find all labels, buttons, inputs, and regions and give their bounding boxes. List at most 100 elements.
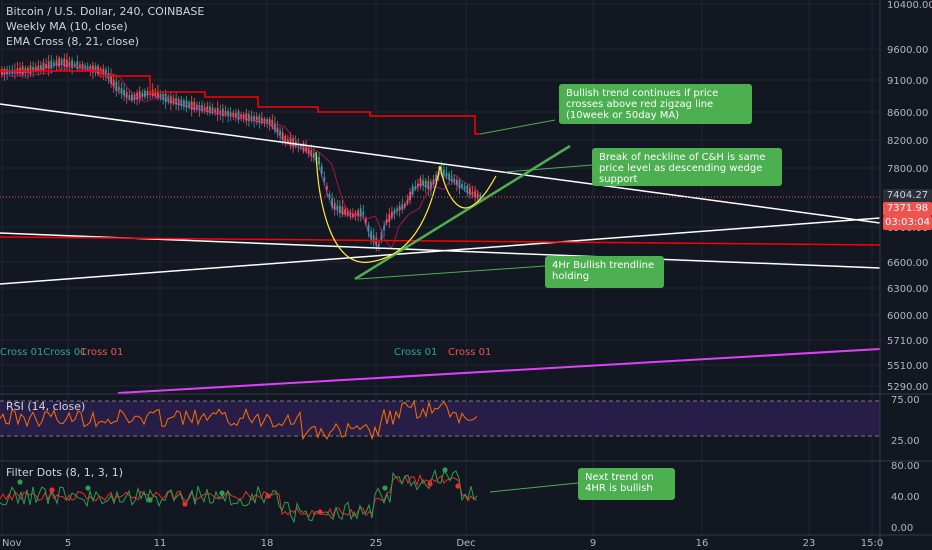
candle-body <box>476 193 479 198</box>
countdown-tag: 03:03:04 <box>883 216 932 230</box>
candle-body <box>60 59 63 65</box>
filter-pane-label[interactable]: Filter Dots (8, 1, 3, 1) <box>6 466 124 479</box>
ema-cross-label[interactable]: EMA Cross (8, 21, close) <box>6 35 140 48</box>
candle-body <box>157 91 159 99</box>
ema-slow-line <box>1 65 480 249</box>
candle-body <box>469 188 471 195</box>
candle-body <box>71 60 73 69</box>
candle-body <box>32 67 34 72</box>
rsi-axis: 75.00 25.00 <box>891 395 920 447</box>
candle-body <box>323 177 326 182</box>
candle-body <box>362 211 365 215</box>
time-tick-label: Nov <box>2 538 22 549</box>
candle-body <box>341 206 344 215</box>
candle-body <box>333 202 336 210</box>
candle-body <box>456 179 458 185</box>
chart-legend: Bitcoin / U.S. Dollar, 240, COINBASE Wee… <box>6 4 204 49</box>
neckline-note[interactable]: Break of neckline of C&H is same price l… <box>592 148 782 186</box>
candle-body <box>274 123 276 131</box>
candle-body <box>365 217 367 224</box>
candle-body <box>398 206 401 211</box>
cross-label-4: Cross 01 <box>448 347 492 358</box>
rsi-pane-label[interactable]: RSI (14, close) <box>6 400 86 413</box>
candle-body <box>47 61 50 69</box>
candle-body <box>167 96 170 102</box>
symbol-title[interactable]: Bitcoin / U.S. Dollar, 240, COINBASE <box>6 5 205 18</box>
candle-body <box>289 137 292 147</box>
candle-body <box>276 127 279 133</box>
candle-body <box>326 185 328 190</box>
candle-body <box>261 117 263 123</box>
time-tick-label: 11 <box>154 538 167 549</box>
price-tick-label: 6300.00 <box>887 284 928 295</box>
next-trend-note[interactable]: Next trend on 4HR is bullish <box>578 468 675 500</box>
candle-body <box>235 113 237 117</box>
time-tick-label: 16 <box>696 538 709 549</box>
red-support-line <box>0 236 881 246</box>
time-tick-label: 18 <box>261 538 274 549</box>
price-tick-label: 9600.00 <box>887 45 928 56</box>
candle-body <box>131 94 133 101</box>
candle-body <box>159 93 162 98</box>
candle-body <box>320 165 323 175</box>
candle-body <box>318 157 320 165</box>
candle-body <box>448 173 450 180</box>
candle-body <box>112 79 115 87</box>
candle-body <box>141 92 144 97</box>
candle-body <box>300 144 302 148</box>
time-tick-label: 5 <box>65 538 71 549</box>
zigzag-note[interactable]: Bullish trend continues if price crosses… <box>559 84 752 124</box>
candle-body <box>53 62 55 65</box>
candle-body <box>445 172 448 177</box>
candle-body <box>118 87 120 90</box>
candle-body <box>115 81 118 91</box>
candle-body <box>474 191 476 198</box>
candle-body <box>128 95 131 99</box>
weekly-ma-label[interactable]: Weekly MA (10, close) <box>6 20 128 33</box>
filter-dot <box>382 485 388 491</box>
candle-body <box>138 91 141 100</box>
candle-body <box>133 94 136 100</box>
candle-body <box>411 186 414 195</box>
candle-body <box>287 139 289 143</box>
candle-body <box>55 60 58 66</box>
candle-body <box>97 66 99 75</box>
candle-body <box>266 119 268 124</box>
candle-body <box>89 65 92 71</box>
candle-body <box>45 64 47 68</box>
candle-body <box>206 106 209 113</box>
price-tick-label: 6000.00 <box>887 311 928 322</box>
candle-body <box>471 191 474 194</box>
time-tick-label: 9 <box>590 538 596 549</box>
filter-dot <box>147 497 153 503</box>
ema-price-tag: 7371.98 <box>883 202 932 216</box>
candle-body <box>73 63 76 66</box>
candle-body <box>3 68 6 75</box>
candle-body <box>401 203 404 210</box>
candle-body <box>375 237 378 246</box>
candle-body <box>248 114 250 121</box>
candle-body <box>214 109 216 113</box>
candle-body <box>50 60 53 69</box>
filter-dot <box>317 509 323 515</box>
zigzag-note-pointer <box>479 119 556 135</box>
current-price-tag: 7404.27 <box>883 189 932 203</box>
cross-label-3: Cross 01 <box>394 347 438 358</box>
time-axis[interactable]: Nov 5 11 18 25 Dec 9 16 23 15:0 <box>2 538 883 549</box>
time-tick-label: 15:0 <box>861 538 883 549</box>
candle-body <box>1 68 3 75</box>
candle-body <box>388 213 391 222</box>
candle-body <box>144 90 146 97</box>
candle-body <box>359 208 362 217</box>
candle-body <box>424 180 427 188</box>
candle-body <box>250 116 253 120</box>
candle-body <box>123 90 125 96</box>
candle-body <box>370 231 372 240</box>
candle-body <box>232 112 235 117</box>
candle-body <box>105 69 107 75</box>
trendline-note[interactable]: 4Hr Bullish trendline holding <box>545 256 664 288</box>
candle-body <box>253 116 255 122</box>
candle-body <box>81 64 84 69</box>
time-tick-label: Dec <box>456 538 475 549</box>
